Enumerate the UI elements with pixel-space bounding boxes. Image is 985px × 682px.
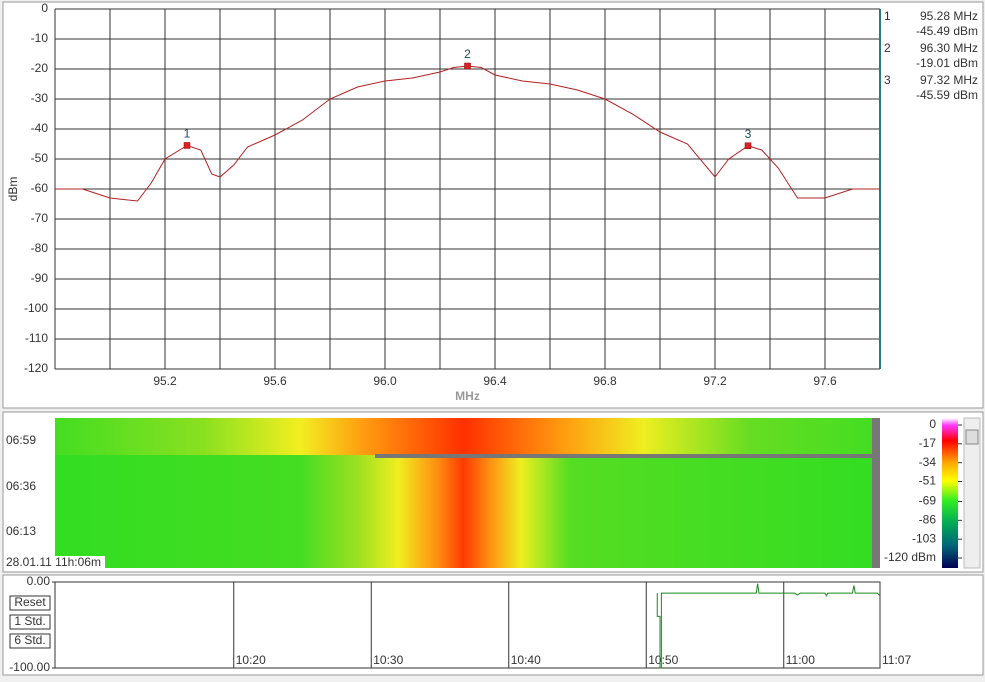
x-tick-label: 96.4 [483,374,507,388]
marker-freq: 95.28 MHz [920,9,978,23]
timeline-panel [2,574,984,676]
marker-label: 1 [184,127,191,141]
colorbar-label: -120 dBm [884,550,936,564]
waterfall-recent [55,418,872,455]
marker-point [744,142,752,150]
x-tick-label: 10:20 [236,653,266,667]
y-tick-label: -50 [31,151,49,165]
x-tick-label: 10:30 [373,653,403,667]
waterfall-gap [375,454,872,458]
y-tick-label: -90 [31,271,49,285]
std1-button[interactable]: 1 Std. [9,614,51,630]
marker-level: -45.49 dBm [916,24,978,38]
time-label: 06:59 [6,433,36,447]
scroll-thumb[interactable] [965,429,979,445]
colorbar [942,418,958,568]
time-label: 06:13 [6,524,36,538]
x-axis-label: MHz [455,389,480,403]
spectrum-panel [2,1,984,409]
marker-id: 3 [884,73,891,87]
y-axis-label: dBm [6,177,20,202]
y-tick-label: -100 [24,301,48,315]
y-tick-label: -70 [31,211,49,225]
marker-point [464,62,471,70]
x-tick-label: 95.6 [263,374,287,388]
timestamp-bg [5,556,105,569]
marker-freq: 97.32 MHz [920,73,978,87]
colorbar-label: -34 [919,455,937,469]
std6-button[interactable]: 6 Std. [9,633,51,649]
marker-id: 1 [884,9,891,23]
y-tick-label: -30 [31,91,49,105]
time-label: 06:36 [6,479,36,493]
x-tick-label: 11:00 [786,653,815,667]
marker-level: -45.59 dBm [916,88,978,102]
marker-freq: 96.30 MHz [920,41,978,55]
x-tick-label: 97.2 [703,374,727,388]
timeline-trace [656,583,881,669]
x-tick-label: 10:50 [648,653,678,667]
waterfall-edge [872,418,880,568]
colorbar-label: 0 [929,417,936,431]
button-label[interactable]: 6 Std. [14,633,45,647]
y-tick-label: -120 [24,361,48,375]
y-tick-label: -20 [31,61,49,75]
marker-point [183,142,191,149]
timestamp: 28.01.11 11h:06m [6,555,101,569]
colorbar-label: -86 [919,512,937,526]
y-tick-label: -100.00 [9,660,50,674]
marker-level: -19.01 dBm [916,56,978,70]
reset-button[interactable]: Reset [9,595,51,611]
y-tick-label: 0 [41,1,48,15]
colorbar-label: -69 [919,494,937,508]
x-tick-label: 95.2 [153,374,177,388]
scrollbar[interactable] [963,417,981,569]
y-tick-label: -40 [31,121,49,135]
marker-label: 2 [464,47,471,61]
y-tick-label: -80 [31,241,49,255]
button-label[interactable]: Reset [14,595,46,609]
marker-label: 3 [745,127,752,141]
colorbar-label: -17 [919,436,937,450]
x-tick-label: 10:40 [511,653,541,667]
y-tick-label: -110 [25,331,48,345]
x-tick-label: 11:07 [882,653,911,667]
x-tick-label: 96.0 [373,374,397,388]
y-tick-label: -60 [31,181,49,195]
y-tick-label: -10 [31,31,49,45]
x-tick-label: 97.6 [813,374,837,388]
marker-id: 2 [884,41,891,55]
x-tick-label: 96.8 [593,374,617,388]
spectrum-trace [55,65,880,202]
colorbar-label: -103 [912,531,936,545]
button-label[interactable]: 1 Std. [14,614,45,628]
colorbar-label: -51 [919,474,937,488]
y-tick-label: 0.00 [27,574,51,588]
